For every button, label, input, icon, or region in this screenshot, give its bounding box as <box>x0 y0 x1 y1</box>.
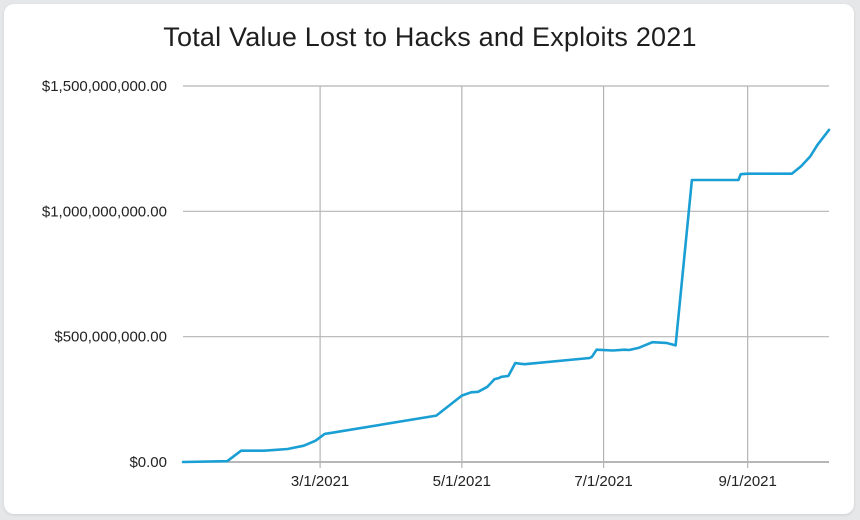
data-point <box>493 378 496 381</box>
data-point <box>498 377 500 379</box>
x-tick-label: 7/1/2021 <box>574 473 632 490</box>
data-point <box>800 165 803 168</box>
data-point <box>737 179 740 181</box>
data-point <box>286 448 289 450</box>
data-point <box>591 355 593 358</box>
data-point <box>611 349 614 352</box>
data-point <box>690 179 693 181</box>
y-tick-label: $1,500,000,000.00 <box>42 78 167 95</box>
data-point <box>523 363 526 366</box>
data-point <box>470 391 473 394</box>
x-tick-label: 3/1/2021 <box>291 473 349 490</box>
data-point <box>637 347 640 349</box>
data-point <box>328 432 331 435</box>
x-gridlines <box>319 86 749 468</box>
data-point <box>674 344 677 347</box>
data-point <box>507 375 510 377</box>
y-tick-label: $1,000,000,000.00 <box>42 203 167 220</box>
x-axis-tick-labels: 3/1/2021 5/1/2021 7/1/2021 9/1/2021 <box>291 473 777 490</box>
data-point <box>460 394 463 397</box>
data-point <box>783 172 786 175</box>
data-point <box>263 449 266 452</box>
y-gridlines <box>183 85 829 463</box>
data-point <box>767 172 770 175</box>
data-point <box>595 348 598 351</box>
data-point <box>314 439 317 442</box>
x-tick-label: 5/1/2021 <box>433 473 491 490</box>
series-group <box>181 128 831 464</box>
y-tick-label: $0.00 <box>129 454 167 471</box>
data-point <box>665 342 668 344</box>
y-tick-label: $500,000,000.00 <box>54 329 167 346</box>
data-point <box>707 179 710 181</box>
y-axis-tick-labels: $0.00 $500,000,000.00 $1,000,000,000.00 $1,… <box>42 78 167 471</box>
data-point <box>302 444 305 447</box>
data-point <box>323 433 326 435</box>
data-point <box>519 362 521 365</box>
data-point <box>477 390 480 393</box>
data-point <box>628 349 631 351</box>
data-point <box>651 341 654 344</box>
data-point <box>588 357 591 359</box>
chart-card <box>4 4 854 514</box>
data-point <box>435 414 438 417</box>
data-point <box>623 348 626 351</box>
data-point <box>226 460 229 463</box>
chart-title: Total Value Lost to Hacks and Exploits 2… <box>163 22 697 52</box>
data-point <box>809 155 812 158</box>
data-point <box>718 179 721 181</box>
data-point <box>514 362 517 364</box>
data-point <box>790 172 793 175</box>
data-point <box>240 449 242 452</box>
series-line <box>181 128 831 464</box>
data-point <box>828 128 830 131</box>
data-point <box>739 173 742 176</box>
data-point <box>486 385 489 388</box>
data-point <box>500 375 503 378</box>
x-tick-label: 9/1/2021 <box>718 473 776 490</box>
data-point <box>182 461 184 463</box>
data-point <box>816 144 819 146</box>
data-point <box>746 172 749 175</box>
